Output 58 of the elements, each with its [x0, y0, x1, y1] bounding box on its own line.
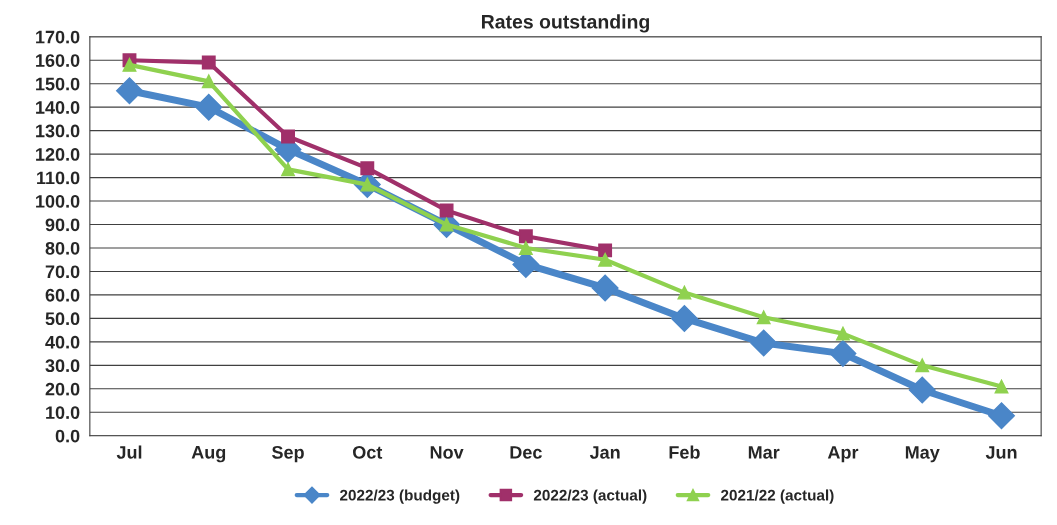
x-tick-label: Jun	[985, 446, 1017, 459]
y-tick-label: 30.0	[45, 359, 80, 373]
point	[281, 162, 295, 177]
y-tick-label: 140.0	[36, 101, 80, 114]
y-tick-label: 50.0	[45, 312, 80, 326]
x-tick-label: Oct	[353, 445, 383, 459]
y-tick-label: 20.0	[45, 382, 80, 396]
y-tick-label: 100.0	[36, 194, 80, 208]
point	[122, 57, 137, 72]
point	[360, 161, 375, 176]
x-tick-label: Dec	[510, 446, 542, 459]
point	[281, 129, 295, 144]
point	[439, 203, 454, 218]
x-tick-label: May	[905, 446, 940, 463]
x-tick-label: Apr	[827, 446, 859, 463]
x-tick-label: Aug	[191, 446, 226, 463]
y-tick-label: 10.0	[46, 406, 80, 419]
y-tick-label: 120.0	[36, 148, 80, 161]
point	[750, 329, 778, 357]
y-tick-label: 170.0	[36, 30, 80, 44]
point	[988, 402, 1015, 430]
point	[201, 55, 216, 70]
point	[994, 379, 1009, 394]
x-tick-label: Mar	[748, 446, 780, 459]
x-tick-label: Feb	[669, 445, 700, 459]
point	[591, 274, 619, 302]
x-tick-label: Sep	[272, 445, 304, 463]
y-tick-label: 160.0	[36, 54, 80, 67]
x-tick-label: Jan	[589, 446, 620, 459]
x-tick-label: Nov	[430, 446, 464, 459]
point	[598, 243, 613, 258]
point	[756, 310, 771, 325]
point	[518, 241, 533, 255]
y-tick-label: 40.0	[45, 335, 80, 349]
x-tick-label: Jul	[116, 445, 142, 459]
y-tick-label: 0.0	[55, 429, 80, 443]
chart-title: Rates outstanding	[482, 14, 649, 33]
point	[670, 304, 698, 332]
point	[195, 93, 223, 121]
y-tick-label: 130.0	[36, 124, 80, 138]
y-tick-label: 90.0	[45, 218, 80, 232]
y-tick-label: 110.0	[37, 171, 80, 185]
legend-label: 2022/23 (actual)	[533, 489, 647, 504]
point	[908, 376, 936, 404]
point	[518, 229, 533, 244]
y-tick-label: 60.0	[45, 288, 80, 302]
point	[836, 326, 850, 341]
point	[915, 358, 930, 373]
point	[116, 77, 143, 105]
y-tick-label: 70.0	[45, 265, 80, 279]
legend-label: 2022/23 (budget)	[340, 489, 460, 504]
point	[598, 252, 613, 267]
point	[677, 285, 692, 300]
legend-label: 2021/22 (actual)	[721, 489, 834, 504]
point	[829, 340, 857, 368]
point	[201, 74, 216, 89]
y-tick-label: 80.0	[45, 241, 80, 255]
y-tick-label: 150.0	[36, 77, 80, 91]
